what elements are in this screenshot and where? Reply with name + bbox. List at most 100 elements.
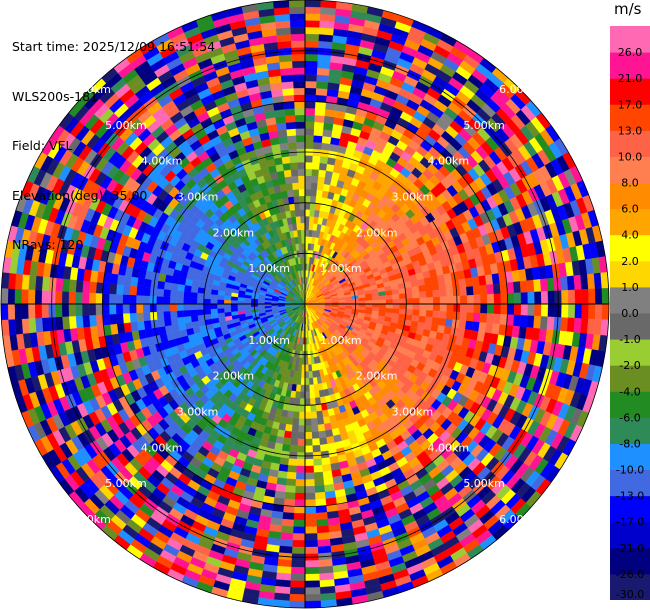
range-gate bbox=[293, 519, 306, 528]
range-gate bbox=[587, 273, 596, 290]
range-gate bbox=[321, 457, 331, 466]
range-gate bbox=[567, 289, 576, 305]
range-gate bbox=[278, 463, 289, 473]
range-gate bbox=[282, 505, 295, 514]
range-gate bbox=[170, 282, 179, 291]
range-gate bbox=[41, 303, 49, 318]
range-gate bbox=[507, 292, 515, 305]
range-gate bbox=[304, 74, 318, 82]
range-gate bbox=[300, 378, 306, 386]
range-gate bbox=[292, 418, 300, 426]
range-gate bbox=[473, 294, 481, 305]
range-gate bbox=[601, 287, 610, 305]
range-gate bbox=[304, 26, 320, 35]
range-gate bbox=[196, 292, 205, 299]
range-gate bbox=[296, 459, 306, 467]
range-gate bbox=[312, 458, 323, 467]
range-gate bbox=[417, 278, 426, 287]
range-gate bbox=[130, 321, 139, 332]
range-gate bbox=[88, 303, 97, 316]
range-gate bbox=[309, 384, 315, 392]
range-gate bbox=[304, 107, 316, 116]
range-gate bbox=[34, 317, 44, 333]
range-gate bbox=[190, 291, 198, 299]
range-gate bbox=[319, 156, 329, 165]
range-gate bbox=[322, 470, 333, 479]
range-gate bbox=[316, 74, 330, 83]
range-gate bbox=[526, 279, 535, 293]
range-gate bbox=[292, 539, 306, 548]
range-gate bbox=[204, 313, 212, 321]
range-gate bbox=[594, 288, 603, 305]
range-gate bbox=[304, 371, 310, 379]
range-gate bbox=[281, 518, 294, 527]
range-gate bbox=[574, 289, 583, 305]
range-gate bbox=[300, 371, 306, 379]
range-gate bbox=[458, 278, 467, 288]
range-gate bbox=[61, 278, 71, 292]
range-gate bbox=[108, 303, 117, 315]
range-gate bbox=[304, 216, 310, 224]
range-gate bbox=[431, 282, 440, 291]
range-gate bbox=[304, 20, 321, 28]
range-gate bbox=[365, 300, 373, 305]
range-gate bbox=[27, 289, 36, 305]
range-gate bbox=[292, 411, 300, 419]
range-gate bbox=[445, 288, 454, 297]
range-gate bbox=[314, 478, 325, 487]
range-gate bbox=[304, 155, 313, 163]
range-gate bbox=[304, 0, 322, 8]
range-gate bbox=[314, 108, 326, 117]
range-gate bbox=[392, 303, 400, 310]
range-gate bbox=[300, 384, 306, 392]
range-gate bbox=[588, 288, 596, 305]
range-gate bbox=[88, 314, 97, 327]
range-gate bbox=[310, 182, 318, 190]
range-gate bbox=[546, 277, 555, 292]
range-gate bbox=[304, 141, 314, 149]
range-gate bbox=[392, 298, 400, 305]
range-gate bbox=[21, 288, 29, 305]
range-gate bbox=[507, 303, 515, 316]
range-gate bbox=[304, 566, 320, 575]
range-gate bbox=[196, 298, 204, 305]
range-gate bbox=[21, 274, 30, 290]
range-gate bbox=[292, 533, 306, 541]
range-gate bbox=[190, 297, 198, 305]
range-gate bbox=[384, 290, 393, 296]
range-gate bbox=[321, 409, 330, 418]
range-gate bbox=[459, 311, 468, 322]
range-gate bbox=[304, 418, 312, 426]
range-gate bbox=[492, 283, 501, 295]
range-gate bbox=[210, 298, 218, 305]
range-gate bbox=[412, 303, 420, 311]
velocity-field bbox=[0, 0, 610, 609]
range-gate bbox=[191, 320, 200, 329]
range-gate bbox=[460, 295, 468, 305]
range-gate bbox=[28, 317, 37, 334]
range-gate bbox=[289, 587, 306, 595]
range-gate bbox=[304, 411, 312, 419]
range-gate bbox=[473, 303, 481, 314]
range-gate bbox=[304, 546, 319, 555]
range-gate bbox=[392, 308, 400, 315]
range-gate bbox=[95, 303, 103, 316]
range-gate bbox=[588, 303, 596, 320]
range-gate bbox=[439, 303, 448, 312]
range-gate bbox=[122, 313, 131, 324]
range-gate bbox=[365, 303, 373, 308]
range-gate bbox=[520, 303, 529, 316]
range-gate bbox=[539, 316, 549, 330]
range-gate bbox=[593, 272, 603, 289]
range-gate bbox=[304, 445, 313, 453]
range-gate bbox=[304, 101, 316, 109]
range-gate bbox=[286, 471, 297, 480]
range-gate bbox=[34, 303, 43, 319]
range-gate bbox=[183, 315, 192, 324]
range-gate bbox=[315, 498, 327, 507]
range-gate bbox=[102, 293, 110, 305]
range-gate bbox=[304, 114, 316, 123]
range-gate bbox=[472, 312, 481, 323]
range-gate bbox=[176, 303, 184, 311]
range-gate bbox=[217, 299, 225, 305]
